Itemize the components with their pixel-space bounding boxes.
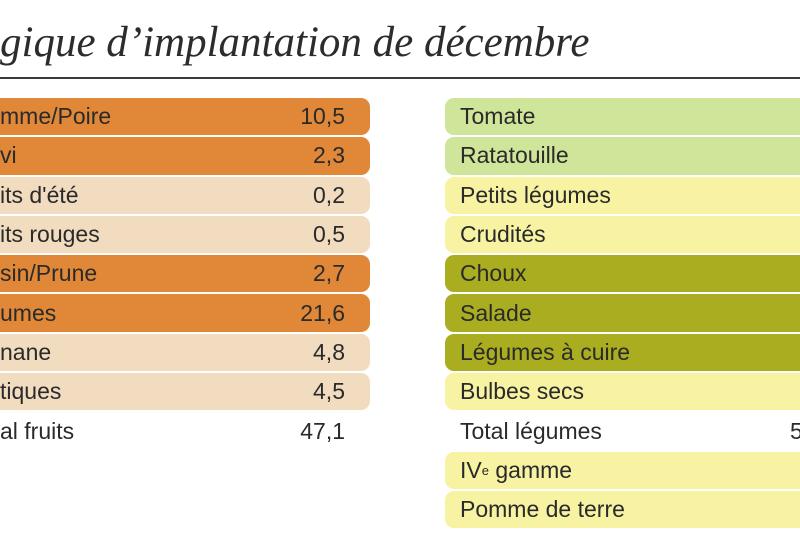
table-row: tiques 4,5 [0, 372, 370, 411]
row-value: 2,7 [313, 260, 345, 287]
row-value: 5 [790, 417, 800, 444]
total-row: al fruits 47,1 [0, 411, 370, 450]
row-label: Crudités [460, 221, 546, 248]
row-label: Bulbes secs [460, 378, 585, 405]
row-background [445, 98, 800, 136]
row-label: Pomme de terre [460, 496, 625, 523]
row-value: 4,5 [313, 378, 345, 405]
row-background [445, 373, 800, 411]
row-background [445, 451, 800, 489]
table-row: Légumes à cuire [445, 333, 800, 372]
table-row: vi 2,3 [0, 136, 370, 175]
row-label: Total légumes [460, 417, 602, 444]
row-label: al fruits [0, 417, 75, 444]
row-label: mme/Poire [0, 103, 112, 130]
table-row: Petits légumes [445, 176, 800, 215]
row-label: its rouges [0, 221, 100, 248]
row-background [445, 490, 800, 529]
row-label: sin/Prune [0, 260, 98, 287]
row-label: vi [0, 142, 17, 169]
row-background [0, 137, 370, 175]
table-row: Crudités [445, 215, 800, 254]
row-label-superscript: e [481, 462, 489, 478]
table-row: Ratatouille [445, 136, 800, 175]
row-background [445, 294, 800, 332]
row-label: IV [460, 456, 482, 483]
page-title: gique d’implantation de décembre [0, 19, 590, 66]
row-label: Légumes à cuire [460, 338, 631, 365]
row-value: 0,5 [313, 221, 345, 248]
row-label: tiques [0, 378, 62, 405]
row-label-composite: IV e gamme [460, 451, 572, 490]
row-background [0, 215, 370, 254]
row-label: Salade [460, 299, 532, 326]
row-label: Ratatouille [460, 142, 569, 169]
row-value: 10,5 [300, 103, 345, 130]
row-background [445, 255, 800, 293]
row-label: nane [0, 338, 52, 365]
row-value: 2,3 [313, 142, 345, 169]
row-background [0, 373, 370, 411]
table-row: sin/Prune 2,7 [0, 254, 370, 293]
table-row: its d'été 0,2 [0, 176, 370, 215]
row-value: 0,2 [313, 181, 345, 208]
table-row: Bulbes secs [445, 372, 800, 411]
title-divider [0, 77, 800, 79]
table-row: Salade [445, 293, 800, 332]
row-label: umes [0, 299, 57, 326]
table-row: its rouges 0,5 [0, 215, 370, 254]
row-label: Choux [460, 260, 527, 287]
row-background [445, 176, 800, 214]
row-background [0, 255, 370, 293]
table-row: umes 21,6 [0, 293, 370, 332]
total-row: Total légumes 5 [445, 411, 800, 450]
table-row: Pomme de terre [445, 490, 800, 529]
row-background [0, 98, 370, 136]
vegetables-table: Tomate Ratatouille Petits légumes Crudit… [445, 97, 800, 529]
row-label: Petits légumes [460, 181, 611, 208]
table-row: Choux [445, 254, 800, 293]
row-label-suffix: gamme [488, 456, 573, 483]
row-background [445, 137, 800, 175]
row-label: its d'été [0, 181, 79, 208]
table-row: nane 4,8 [0, 333, 370, 372]
row-background [0, 176, 370, 214]
row-value: 21,6 [300, 299, 345, 326]
row-background [445, 215, 800, 254]
row-background [0, 333, 370, 372]
table-row: IV e gamme [445, 451, 800, 490]
fruits-table: mme/Poire 10,5 vi 2,3 its d'été 0,2 its … [0, 97, 370, 451]
row-value: 47,1 [300, 417, 345, 444]
row-background [0, 294, 370, 332]
table-row: Tomate [445, 97, 800, 136]
row-label: Tomate [460, 103, 536, 130]
row-background [445, 333, 800, 372]
table-row: mme/Poire 10,5 [0, 97, 370, 136]
row-value: 4,8 [313, 338, 345, 365]
